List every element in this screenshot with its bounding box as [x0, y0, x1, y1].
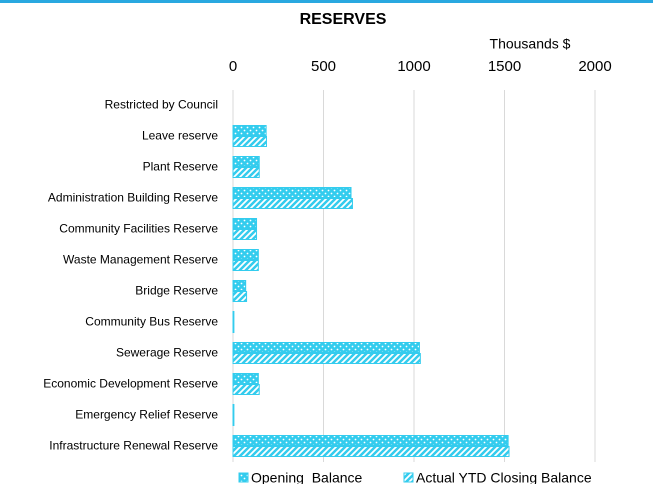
bar	[232, 280, 247, 291]
y-tick-label: Leave reserve	[142, 129, 218, 143]
bar	[232, 260, 259, 271]
bar	[232, 322, 235, 333]
bar	[232, 353, 421, 364]
x-tick-label: 500	[311, 58, 336, 75]
y-tick-label: Waste Management Reserve	[63, 253, 218, 267]
bar	[232, 229, 258, 240]
axis-label: Thousands $	[490, 36, 571, 52]
chart-title: RESERVES	[300, 11, 387, 28]
bar	[232, 373, 259, 384]
bar	[232, 249, 259, 260]
legend-label: Opening Balance	[251, 470, 363, 484]
y-tick-label: Economic Development Reserve	[43, 377, 218, 391]
bar	[232, 156, 260, 167]
x-tick-label: 0	[229, 58, 237, 75]
bar	[232, 125, 267, 136]
bar	[232, 218, 258, 229]
bar	[232, 291, 248, 302]
y-tick-label: Community Facilities Reserve	[59, 222, 218, 236]
y-tick-label: Community Bus Reserve	[85, 315, 218, 329]
x-tick-label: 1500	[488, 58, 521, 75]
bar	[232, 342, 420, 353]
y-tick-label: Administration Building Reserve	[48, 191, 218, 205]
bar	[232, 311, 235, 322]
bar	[232, 384, 260, 395]
top-border	[0, 0, 653, 3]
bar	[232, 404, 235, 415]
y-tick-label: Plant Reserve	[143, 160, 219, 174]
y-tick-label: Sewerage Reserve	[116, 346, 218, 360]
bar	[232, 446, 510, 457]
y-tick-label: Restricted by Council	[105, 98, 218, 112]
bar	[232, 136, 267, 147]
legend-label: Actual YTD Closing Balance	[416, 470, 592, 484]
legend-swatch	[238, 472, 249, 483]
legend-swatch	[403, 472, 414, 483]
x-tick-label: 2000	[578, 58, 611, 75]
bar	[232, 415, 235, 426]
y-tick-label: Emergency Relief Reserve	[75, 408, 218, 422]
y-tick-label: Infrastructure Renewal Reserve	[49, 439, 218, 453]
y-tick-label: Bridge Reserve	[135, 284, 218, 298]
bar	[232, 187, 352, 198]
x-tick-label: 1000	[397, 58, 430, 75]
bar	[232, 167, 260, 178]
bar	[232, 435, 509, 446]
bar	[232, 198, 353, 209]
